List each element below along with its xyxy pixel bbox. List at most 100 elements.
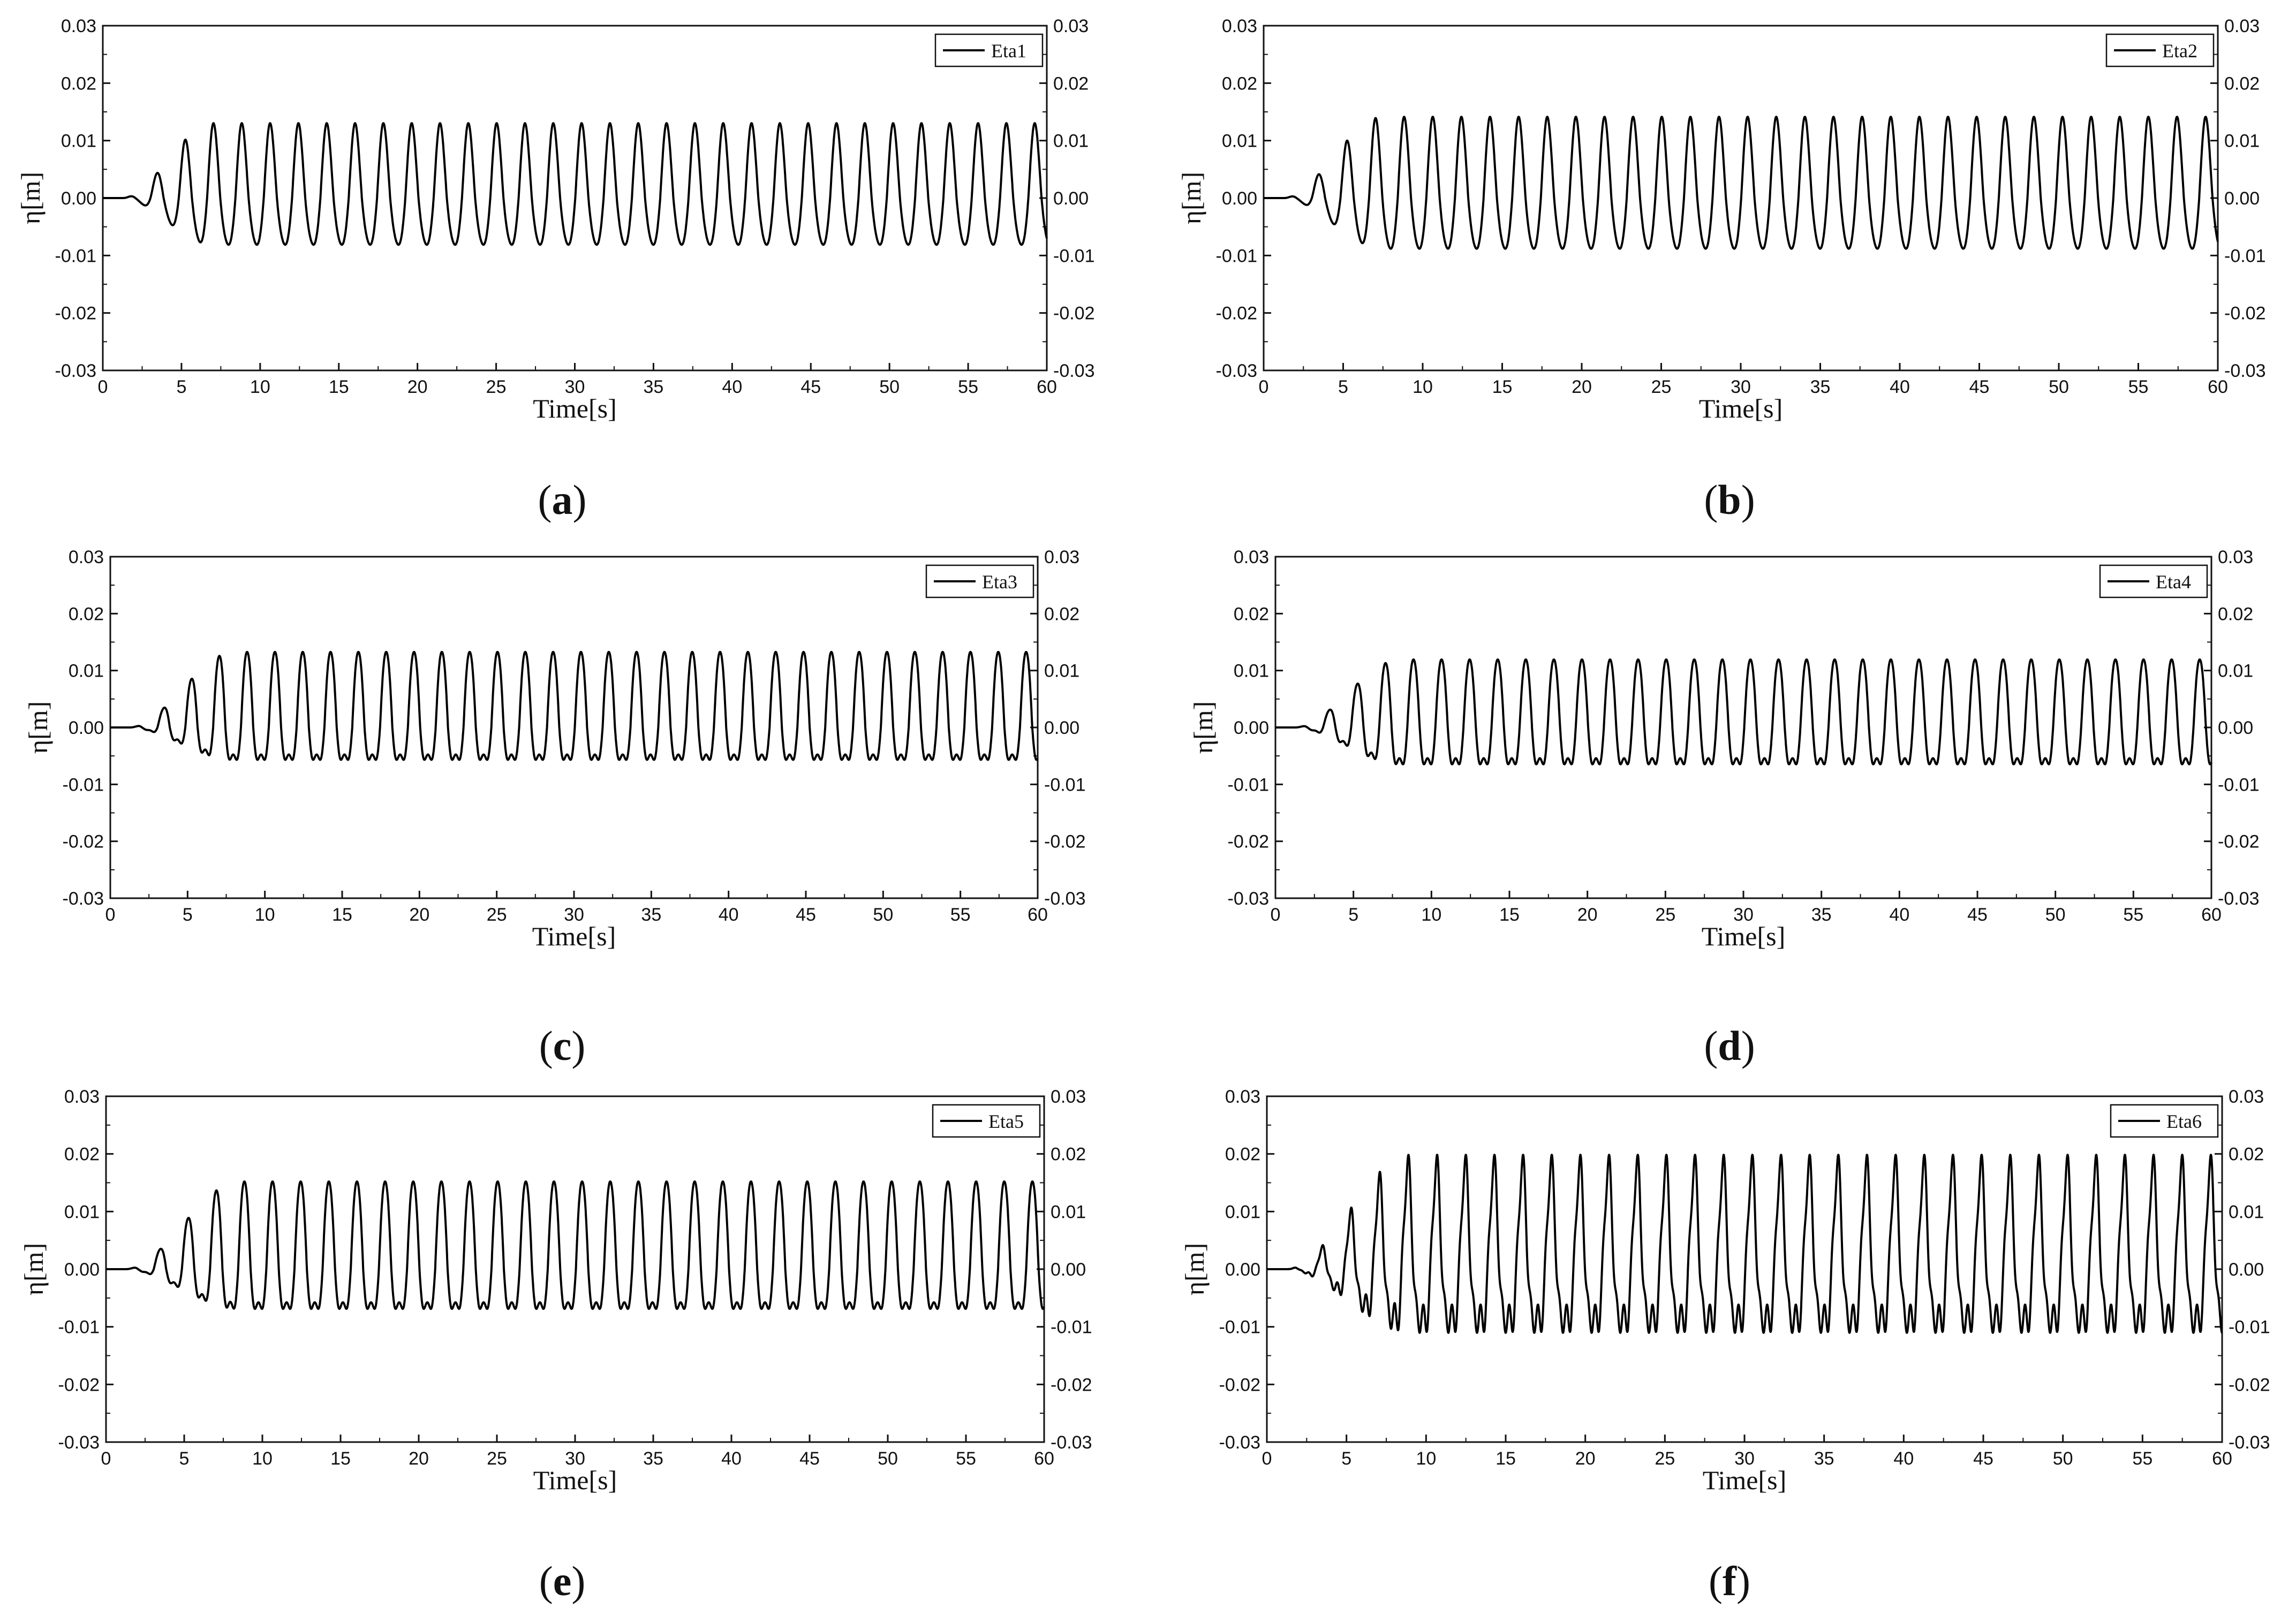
x-tick-label: 60: [1028, 905, 1048, 925]
x-tick-label: 35: [1814, 1448, 1834, 1469]
y-tick-label-right: 0.03: [1044, 547, 1079, 567]
y-tick-label-right: 0.00: [1053, 188, 1089, 209]
x-tick-label: 45: [799, 1448, 820, 1469]
x-tick-label: 15: [1496, 1448, 1516, 1469]
x-tick-label: 30: [1731, 377, 1751, 397]
y-tick-label-right: -0.03: [2218, 889, 2260, 909]
legend-label: Eta4: [2156, 571, 2191, 593]
y-tick-label-right: -0.03: [1053, 361, 1095, 381]
y-tick-label-right: -0.02: [1051, 1375, 1092, 1395]
caption-letter: b: [1718, 476, 1741, 523]
y-tick-label-right: 0.00: [2218, 718, 2253, 738]
x-tick-label: 20: [1575, 1448, 1596, 1469]
x-tick-label: 25: [487, 905, 507, 925]
y-tick-label-left: -0.03: [1228, 889, 1270, 909]
x-tick-label: 45: [800, 377, 821, 397]
y-tick-label-left: -0.01: [1228, 775, 1270, 795]
y-tick-label-right: -0.03: [1051, 1432, 1092, 1453]
y-tick-label-right: 0.01: [2218, 661, 2253, 681]
x-tick-label: 15: [1499, 905, 1520, 925]
caption-close-paren: ): [1741, 476, 1755, 523]
x-tick-label: 55: [2132, 1448, 2152, 1469]
x-tick-label: 20: [407, 377, 428, 397]
y-tick-label-left: 0.02: [1222, 73, 1257, 94]
x-tick-label: 50: [2045, 905, 2066, 925]
caption-open-paren: (: [1704, 1022, 1718, 1069]
y-tick-label-left: 0.00: [1234, 718, 1269, 738]
y-tick-label-right: -0.03: [1044, 889, 1086, 909]
caption-open-paren: (: [539, 1558, 553, 1604]
y-tick-label-left: 0.02: [61, 73, 96, 94]
y-tick-label-left: -0.01: [1216, 246, 1258, 266]
x-tick-label: 40: [719, 905, 739, 925]
x-tick-label: 45: [1967, 905, 1988, 925]
series-line-eta5: [105, 1180, 1045, 1310]
x-tick-label: 20: [409, 1448, 429, 1469]
x-tick-label: 5: [179, 1448, 190, 1469]
x-tick-label: 0: [101, 1448, 111, 1469]
y-ticks: -0.03 -0.03 -0.02 -0.02 -0.01 -0.01 0.00 0.00 0.…: [55, 16, 1095, 381]
caption-open-paren: (: [1704, 476, 1718, 523]
y-tick-label-right: -0.02: [2224, 304, 2266, 324]
x-tick-label: 0: [105, 905, 116, 925]
x-tick-label: 15: [330, 1448, 351, 1469]
y-tick-label-left: -0.01: [63, 775, 104, 795]
series-line-eta6: [1266, 1154, 2223, 1334]
y-tick-label-left: 0.03: [64, 1087, 100, 1107]
x-tick-label: 25: [1651, 377, 1672, 397]
x-tick-label: 50: [873, 905, 893, 925]
y-tick-label-right: 0.03: [1053, 16, 1089, 36]
x-tick-label: 35: [1810, 377, 1831, 397]
x-axis-title: Time[s]: [1699, 393, 1783, 423]
caption-open-paren: (: [539, 1022, 553, 1069]
legend: Eta3: [925, 564, 1034, 598]
y-tick-label-left: -0.03: [55, 361, 97, 381]
x-tick-label: 45: [1973, 1448, 1993, 1469]
caption-letter: e: [553, 1558, 572, 1604]
panel-f: 0 5 10 15 20 25 30 35 40 45 50 55 60-0.03 -0.03-0.02-…: [1180, 1087, 2270, 1604]
x-tick-label: 10: [1421, 905, 1441, 925]
x-tick-label: 25: [1655, 905, 1675, 925]
y-tick-label-right: -0.01: [2224, 246, 2266, 266]
x-tick-label: 30: [565, 1448, 585, 1469]
y-tick-label-right: -0.02: [1044, 832, 1086, 852]
legend: Eta2: [2105, 33, 2215, 67]
y-tick-label-right: 0.01: [1044, 661, 1079, 681]
y-tick-label-left: -0.01: [55, 246, 97, 266]
y-tick-label-left: 0.02: [1225, 1144, 1260, 1165]
x-tick-label: 15: [332, 905, 352, 925]
x-tick-label: 0: [1271, 905, 1281, 925]
x-tick-label: 40: [721, 1448, 742, 1469]
y-tick-label-left: -0.01: [58, 1317, 100, 1338]
series-line-eta3: [109, 650, 1039, 761]
x-tick-label: 45: [1969, 377, 1990, 397]
y-tick-label-right: 0.02: [2224, 73, 2260, 94]
y-tick-label-left: 0.03: [1234, 547, 1269, 567]
y-tick-label-right: -0.01: [1053, 246, 1095, 266]
y-tick-label-left: -0.02: [63, 832, 104, 852]
x-tick-label: 30: [1734, 1448, 1755, 1469]
x-tick-label: 20: [409, 905, 429, 925]
y-tick-label-right: -0.03: [2229, 1432, 2270, 1453]
legend-label: Eta3: [982, 571, 1017, 593]
y-tick-label-left: 0.00: [69, 718, 104, 738]
panel-b: 0 5 10 15 20 25 30 35 40 45 50 55 60-0.03 -0.03-0.02-…: [1176, 16, 2266, 523]
x-tick-label: 50: [2049, 377, 2069, 397]
x-tick-label: 15: [329, 377, 349, 397]
caption-close-paren: ): [571, 1558, 585, 1604]
x-tick-label: 60: [1037, 377, 1057, 397]
y-tick-label-right: 0.03: [2229, 1087, 2264, 1107]
y-tick-label-right: -0.01: [2229, 1317, 2270, 1338]
x-tick-label: 45: [796, 905, 816, 925]
y-tick-label-left: -0.03: [1216, 361, 1258, 381]
y-tick-label-left: 0.00: [64, 1260, 100, 1280]
y-tick-label-left: 0.01: [64, 1202, 100, 1222]
y-ticks: -0.03 -0.03 -0.02 -0.02 -0.01 -0.01 0.00 0.00 0.…: [63, 547, 1086, 909]
y-axis-title: η[m]: [1188, 701, 1218, 754]
y-axis-title: η[m]: [16, 172, 46, 224]
y-tick-label-left: 0.03: [1225, 1087, 1260, 1107]
x-tick-label: 0: [1259, 377, 1269, 397]
y-tick-label-right: 0.00: [1051, 1260, 1086, 1280]
x-tick-label: 10: [252, 1448, 273, 1469]
